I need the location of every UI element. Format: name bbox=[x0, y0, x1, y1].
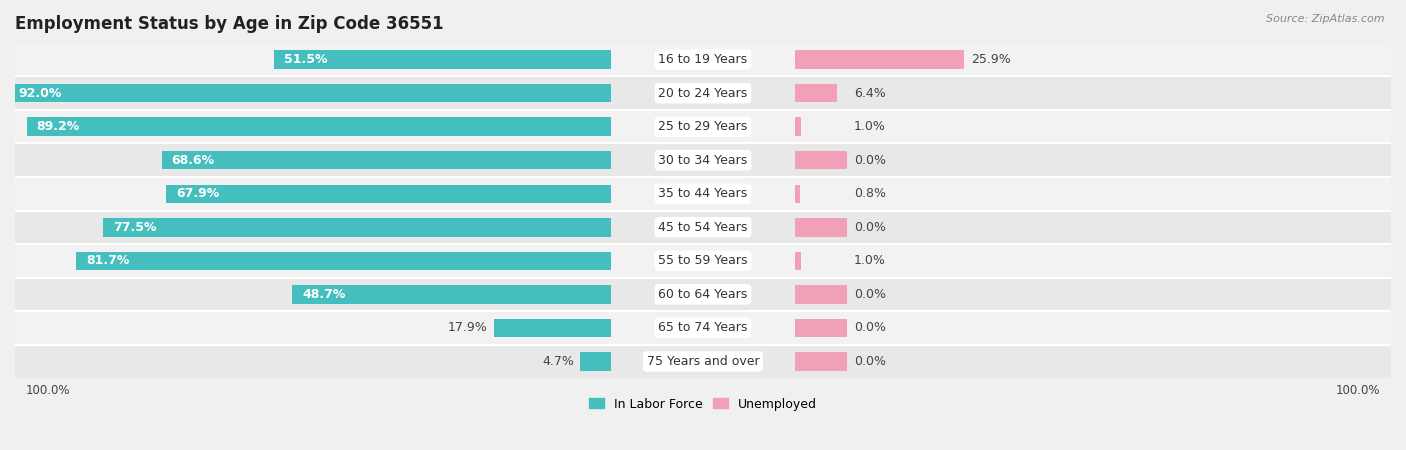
Bar bbox=[794, 50, 965, 69]
Bar bbox=[8, 84, 612, 103]
Text: 65 to 74 Years: 65 to 74 Years bbox=[658, 321, 748, 334]
Text: 0.0%: 0.0% bbox=[853, 154, 886, 167]
Text: 4.7%: 4.7% bbox=[543, 355, 574, 368]
Bar bbox=[15, 76, 1391, 110]
Bar bbox=[794, 352, 848, 371]
Bar bbox=[15, 110, 1391, 144]
Bar bbox=[15, 144, 1391, 177]
Bar bbox=[15, 177, 1391, 211]
Text: 92.0%: 92.0% bbox=[18, 87, 62, 100]
Bar bbox=[166, 184, 612, 203]
Text: 68.6%: 68.6% bbox=[172, 154, 215, 167]
Bar bbox=[15, 345, 1391, 378]
Bar bbox=[794, 218, 848, 237]
Bar bbox=[794, 252, 801, 270]
Text: 48.7%: 48.7% bbox=[302, 288, 346, 301]
Text: 0.0%: 0.0% bbox=[853, 288, 886, 301]
Text: 60 to 64 Years: 60 to 64 Years bbox=[658, 288, 748, 301]
Text: Employment Status by Age in Zip Code 36551: Employment Status by Age in Zip Code 365… bbox=[15, 15, 444, 33]
Text: 0.0%: 0.0% bbox=[853, 355, 886, 368]
Bar bbox=[76, 252, 612, 270]
Text: 45 to 54 Years: 45 to 54 Years bbox=[658, 221, 748, 234]
Text: 0.0%: 0.0% bbox=[853, 221, 886, 234]
Bar bbox=[794, 319, 848, 337]
Text: 67.9%: 67.9% bbox=[176, 187, 219, 200]
Text: 20 to 24 Years: 20 to 24 Years bbox=[658, 87, 748, 100]
Bar bbox=[292, 285, 612, 304]
Text: 55 to 59 Years: 55 to 59 Years bbox=[658, 254, 748, 267]
Text: 77.5%: 77.5% bbox=[114, 221, 157, 234]
Bar bbox=[27, 117, 612, 136]
Bar bbox=[104, 218, 612, 237]
Text: 0.0%: 0.0% bbox=[853, 321, 886, 334]
Bar bbox=[15, 311, 1391, 345]
Text: 30 to 34 Years: 30 to 34 Years bbox=[658, 154, 748, 167]
Bar bbox=[794, 184, 800, 203]
Bar bbox=[794, 285, 848, 304]
Bar bbox=[794, 117, 801, 136]
Bar bbox=[274, 50, 612, 69]
Bar bbox=[581, 352, 612, 371]
Bar bbox=[494, 319, 612, 337]
Text: 1.0%: 1.0% bbox=[853, 120, 886, 133]
Text: 1.0%: 1.0% bbox=[853, 254, 886, 267]
Bar bbox=[162, 151, 612, 170]
Text: 75 Years and over: 75 Years and over bbox=[647, 355, 759, 368]
Text: 6.4%: 6.4% bbox=[853, 87, 886, 100]
Text: Source: ZipAtlas.com: Source: ZipAtlas.com bbox=[1267, 14, 1385, 23]
Bar bbox=[15, 244, 1391, 278]
Bar bbox=[15, 43, 1391, 76]
Text: 25 to 29 Years: 25 to 29 Years bbox=[658, 120, 748, 133]
Text: 0.8%: 0.8% bbox=[853, 187, 886, 200]
Text: 16 to 19 Years: 16 to 19 Years bbox=[658, 53, 748, 66]
Text: 81.7%: 81.7% bbox=[86, 254, 129, 267]
Text: 25.9%: 25.9% bbox=[972, 53, 1011, 66]
Text: 51.5%: 51.5% bbox=[284, 53, 328, 66]
Text: 89.2%: 89.2% bbox=[37, 120, 80, 133]
Bar bbox=[15, 278, 1391, 311]
Bar bbox=[794, 84, 837, 103]
Text: 35 to 44 Years: 35 to 44 Years bbox=[658, 187, 748, 200]
Bar bbox=[794, 151, 848, 170]
Legend: In Labor Force, Unemployed: In Labor Force, Unemployed bbox=[583, 392, 823, 415]
Text: 17.9%: 17.9% bbox=[447, 321, 488, 334]
Bar bbox=[15, 211, 1391, 244]
